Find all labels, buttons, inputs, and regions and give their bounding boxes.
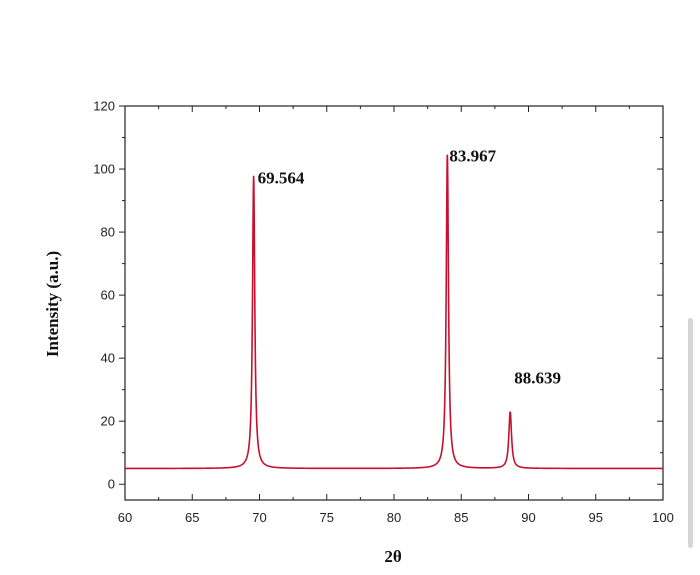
intensity-line	[125, 154, 663, 470]
x-tick-label: 60	[118, 510, 132, 525]
x-axis-title: 2θ	[384, 547, 402, 566]
y-tick-label: 80	[101, 225, 115, 240]
peak-labels: 69.564 83.967 88.639	[258, 146, 561, 387]
y-tick-label: 0	[108, 477, 115, 492]
x-tick-label: 75	[320, 510, 334, 525]
peak-label: 83.967	[449, 146, 496, 165]
y-tick-label: 20	[101, 414, 115, 429]
x-tick-label: 90	[521, 510, 535, 525]
scrollbar[interactable]	[688, 318, 693, 548]
y-tick-label: 40	[101, 351, 115, 366]
y-axis-title: Intensity (a.u.)	[43, 251, 62, 357]
x-tick-label: 95	[589, 510, 603, 525]
x-tick-label: 70	[252, 510, 266, 525]
x-tick-label: 100	[652, 510, 674, 525]
x-tick-label: 80	[387, 510, 401, 525]
peak-label: 88.639	[514, 369, 561, 388]
axes: 60 65 70 75 80 85 90 95 100 0 20 40 60 80 100 120	[93, 99, 674, 526]
plot-frame	[124, 105, 664, 501]
peak-label: 69.564	[258, 168, 305, 187]
y-tick-label: 100	[93, 162, 115, 177]
y-tick-label: 120	[93, 99, 115, 114]
x-tick-label: 85	[454, 510, 468, 525]
x-tick-label: 65	[185, 510, 199, 525]
y-tick-label: 60	[101, 288, 115, 303]
